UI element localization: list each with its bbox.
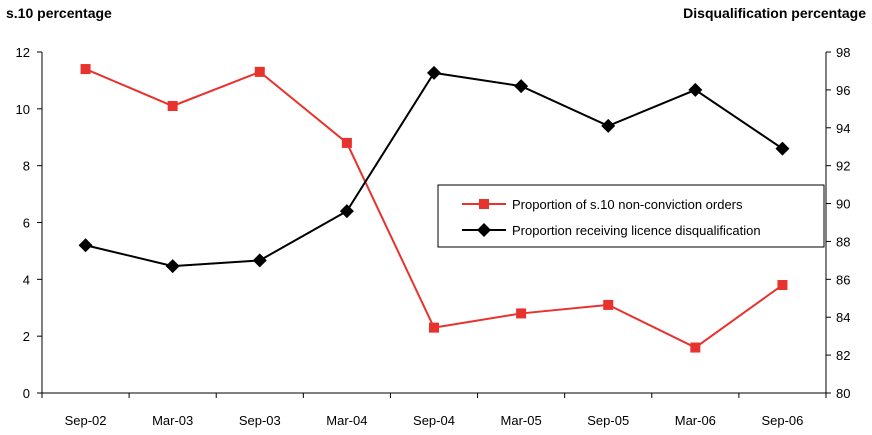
left-tick-label: 12	[16, 45, 30, 60]
data-point	[167, 100, 178, 111]
right-tick-label: 94	[836, 121, 850, 136]
x-tick-label: Sep-02	[65, 413, 107, 428]
x-tick-label: Sep-05	[587, 413, 629, 428]
right-tick-label: 80	[836, 386, 850, 401]
data-point	[254, 66, 265, 77]
data-point	[78, 238, 93, 253]
x-tick-label: Sep-04	[413, 413, 455, 428]
data-point	[775, 141, 790, 156]
data-point	[514, 79, 529, 94]
left-tick-label: 6	[23, 216, 30, 231]
legend-label: Proportion receiving licence disqualific…	[512, 223, 761, 238]
right-tick-label: 86	[836, 272, 850, 287]
right-tick-label: 82	[836, 348, 850, 363]
x-tick-label: Sep-03	[239, 413, 281, 428]
data-point	[688, 82, 703, 97]
legend-label: Proportion of s.10 non-conviction orders	[512, 197, 743, 212]
right-tick-label: 88	[836, 234, 850, 249]
x-tick-label: Mar-04	[326, 413, 367, 428]
left-tick-label: 8	[23, 159, 30, 174]
legend-marker	[477, 223, 491, 237]
left-tick-label: 2	[23, 329, 30, 344]
x-tick-label: Mar-06	[675, 413, 716, 428]
series-2	[78, 65, 790, 274]
x-tick-label: Mar-03	[152, 413, 193, 428]
data-point	[603, 299, 614, 310]
data-point	[601, 118, 616, 133]
right-tick-label: 90	[836, 197, 850, 212]
series-1	[80, 64, 788, 353]
data-point	[80, 64, 91, 75]
left-tick-label: 4	[23, 272, 30, 287]
left-axis-ticks: 0 2 4 6 8 10 12	[16, 45, 42, 401]
right-tick-label: 96	[836, 83, 850, 98]
x-tick-label: Mar-05	[501, 413, 542, 428]
legend-box	[437, 184, 825, 248]
series-layer	[78, 64, 790, 353]
legend-marker	[479, 199, 489, 209]
right-tick-label: 92	[836, 159, 850, 174]
data-point	[165, 259, 180, 274]
legend: Proportion of s.10 non-conviction orders…	[437, 184, 825, 248]
data-point	[341, 137, 352, 148]
data-point	[427, 65, 441, 80]
left-tick-label: 0	[23, 386, 30, 401]
right-tick-label: 98	[836, 45, 850, 60]
x-axis-ticks: Sep-02 Mar-03 Sep-03 Mar-04 Sep-04 Mar-05 Sep-…	[41, 393, 827, 428]
data-point	[516, 308, 527, 319]
data-point	[690, 342, 701, 353]
right-axis-ticks: 80 82 84 86 88 90 92 94 96 98	[826, 45, 850, 401]
x-tick-label: Sep-06	[761, 413, 803, 428]
right-axis-title: Disqualification percentage	[683, 5, 866, 21]
left-axis-title: s.10 percentage	[6, 5, 112, 21]
data-point	[777, 280, 788, 291]
right-tick-label: 84	[836, 310, 850, 325]
left-tick-label: 10	[16, 102, 30, 117]
data-point	[429, 322, 439, 333]
data-point	[339, 204, 354, 219]
data-point	[252, 253, 267, 268]
